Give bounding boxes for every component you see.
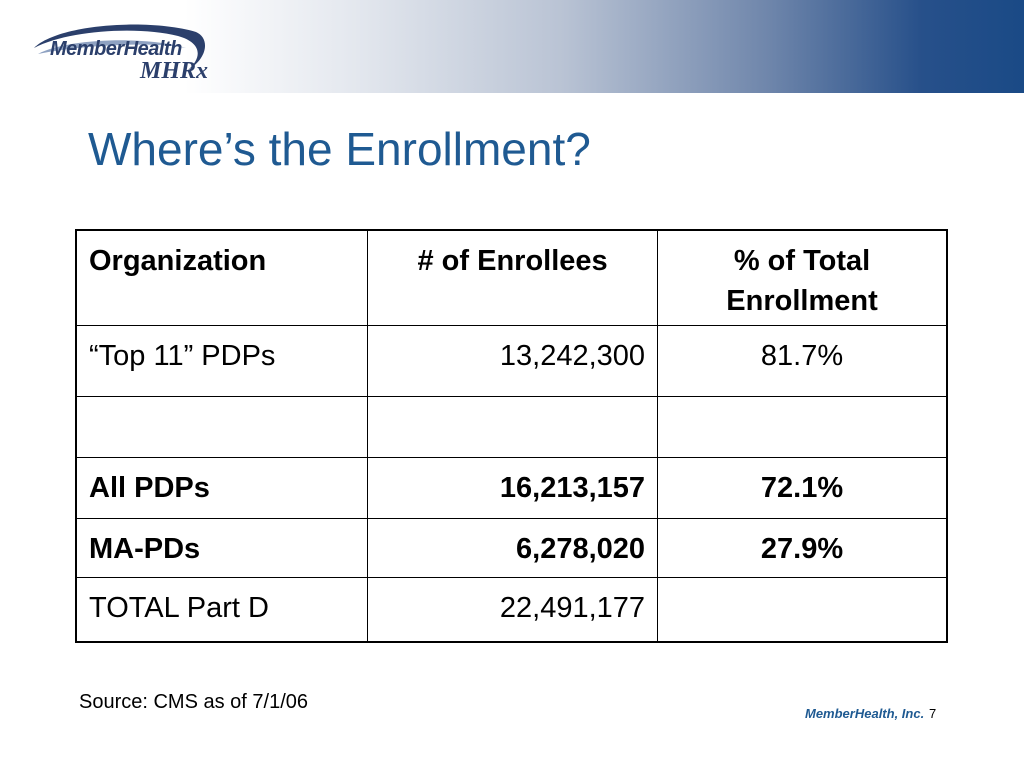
cell-enrollees: 13,242,300 [367, 325, 659, 397]
header-percent-total: % of Total Enrollment [657, 229, 948, 326]
cell-percent [657, 396, 948, 458]
logo-wordmark: MemberHealth [50, 38, 182, 60]
enrollment-table: Organization # of Enrollees % of Total E… [75, 229, 948, 643]
table-header-row: Organization # of Enrollees % of Total E… [75, 229, 948, 326]
slide-title: Where’s the Enrollment? [88, 123, 591, 175]
table-row: MA-PDs 6,278,020 27.9% [75, 518, 948, 578]
source-note: Source: CMS as of 7/1/06 [79, 691, 309, 713]
header-band [0, 0, 1024, 93]
cell-percent [657, 577, 948, 643]
header-enrollees: # of Enrollees [367, 229, 659, 326]
cell-enrollees: 6,278,020 [367, 518, 659, 578]
cell-percent: 72.1% [657, 457, 948, 519]
page-number: 7 [929, 706, 937, 721]
cell-enrollees [367, 396, 659, 458]
table-row: All PDPs 16,213,157 72.1% [75, 457, 948, 519]
table-row: “Top 11” PDPs 13,242,300 81.7% [75, 325, 948, 397]
table-row [75, 396, 948, 458]
cell-enrollees: 22,491,177 [367, 577, 659, 643]
cell-organization [75, 396, 369, 458]
cell-organization: All PDPs [75, 457, 369, 519]
header-organization: Organization [75, 229, 369, 326]
cell-enrollees: 16,213,157 [367, 457, 659, 519]
cell-percent: 27.9% [657, 518, 948, 578]
cell-percent: 81.7% [657, 325, 948, 397]
cell-organization: “Top 11” PDPs [75, 325, 369, 397]
table-row: TOTAL Part D 22,491,177 [75, 577, 948, 643]
footer-company: MemberHealth, Inc. [805, 706, 925, 721]
cell-organization: TOTAL Part D [75, 577, 369, 643]
cell-organization: MA-PDs [75, 518, 369, 578]
memberhealth-logo: MemberHealth MHRx [28, 18, 213, 90]
logo-mark: MHRx [140, 58, 209, 84]
logo-swoosh-icon [34, 24, 206, 70]
